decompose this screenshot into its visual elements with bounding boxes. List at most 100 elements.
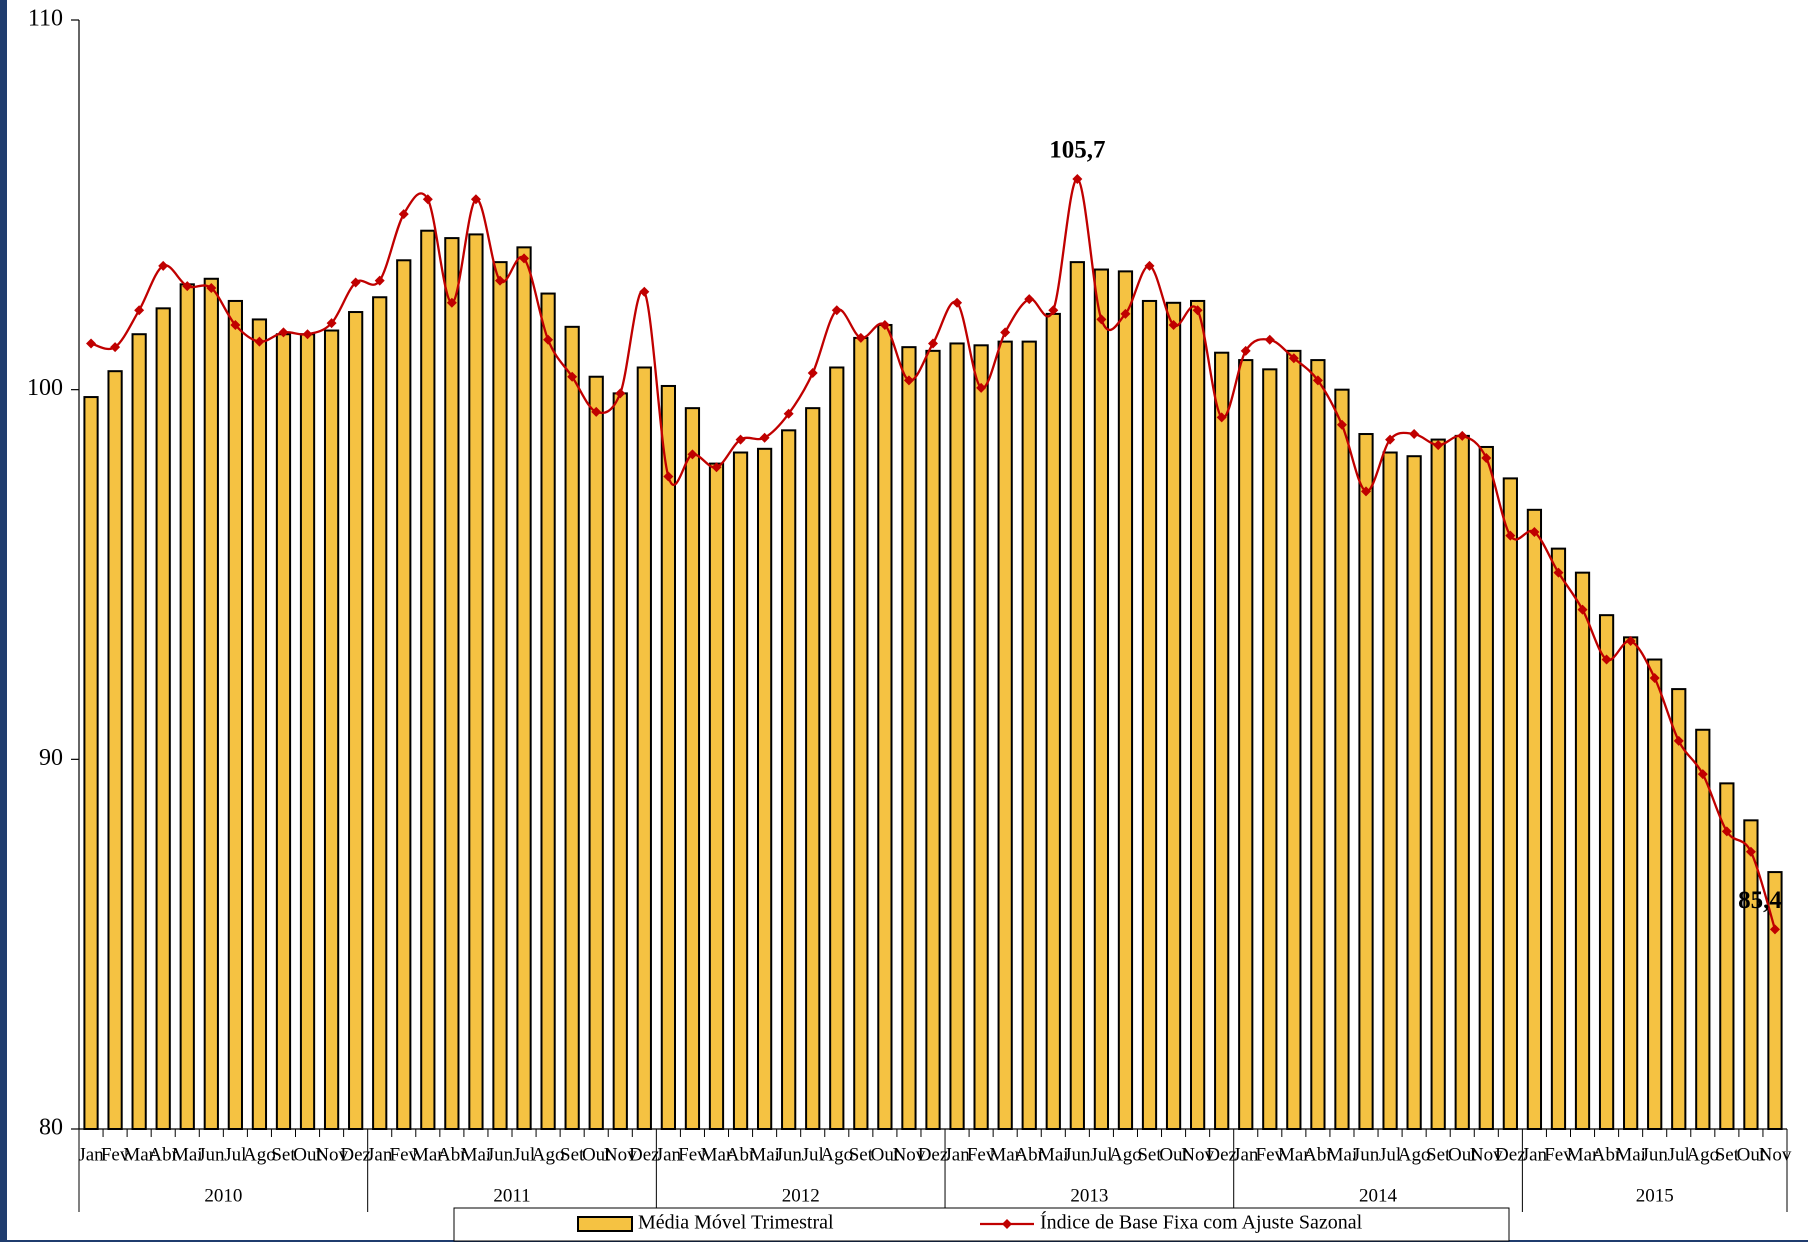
x-tick-label: Mai <box>1615 1144 1646 1165</box>
marker <box>903 375 914 386</box>
marker <box>1601 654 1612 665</box>
x-tick-label: Nov <box>315 1144 348 1165</box>
bar <box>1165 301 1182 1131</box>
bar <box>1695 728 1711 1130</box>
x-tick-label: Jan <box>656 1144 682 1165</box>
bar <box>1623 636 1639 1130</box>
x-tick-label: Dez <box>340 1144 371 1165</box>
x-tick-label: Mar <box>1278 1144 1310 1165</box>
marker <box>1721 826 1732 837</box>
bar <box>1478 445 1494 1130</box>
marker <box>1697 769 1708 780</box>
marker <box>591 406 602 417</box>
marker <box>639 286 650 297</box>
bar <box>1719 782 1735 1131</box>
bar <box>1214 351 1230 1130</box>
x-tick-label: Set <box>1426 1144 1451 1165</box>
x-tick-label: Ago <box>532 1144 565 1165</box>
marker <box>543 334 554 345</box>
marker <box>158 260 169 271</box>
bar <box>612 392 628 1130</box>
marker <box>1288 353 1299 364</box>
bar <box>1502 477 1518 1130</box>
marker <box>831 305 842 316</box>
marker <box>1048 305 1059 316</box>
bar <box>299 333 316 1130</box>
year-label: 2012 <box>782 1185 820 1206</box>
marker <box>1312 375 1323 386</box>
x-tick-label: Ago <box>1686 1144 1719 1165</box>
bar <box>1526 508 1543 1130</box>
bar <box>684 407 701 1130</box>
x-tick-label: Mai <box>1327 1144 1358 1165</box>
x-tick-label: Dez <box>1495 1144 1526 1165</box>
x-tick-label: Ago <box>820 1144 853 1165</box>
x-tick-label: Set <box>1137 1144 1162 1165</box>
value-label: 105,7 <box>1049 137 1105 164</box>
x-tick-label: Nov <box>604 1144 637 1165</box>
marker <box>519 253 530 264</box>
x-tick-label: Jun <box>487 1144 514 1165</box>
y-tick-label: 100 <box>27 375 63 401</box>
x-tick-label: Mar <box>123 1144 155 1165</box>
marker <box>1336 419 1347 430</box>
bar <box>877 323 893 1131</box>
x-tick-label: Abr <box>1592 1144 1622 1165</box>
marker <box>928 338 938 349</box>
bar <box>1598 614 1615 1130</box>
marker <box>1745 846 1756 857</box>
bar <box>1743 819 1759 1130</box>
bar <box>131 333 147 1130</box>
x-tick-label: Set <box>1715 1144 1740 1165</box>
x-tick-label: Mar <box>1567 1144 1599 1165</box>
x-tick-label: Fev <box>1544 1144 1573 1165</box>
bar <box>323 329 340 1130</box>
marker <box>1769 924 1780 935</box>
x-tick-label: Jan <box>1233 1144 1259 1165</box>
bar <box>997 340 1013 1130</box>
bar <box>1021 340 1037 1130</box>
marker <box>735 434 746 445</box>
x-tick-label: Jun <box>1353 1144 1380 1165</box>
legend-marker <box>1002 1219 1012 1229</box>
bar <box>853 336 869 1130</box>
x-tick-label: Jul <box>1090 1144 1112 1165</box>
year-label: 2013 <box>1070 1185 1108 1206</box>
bar <box>468 233 484 1130</box>
bar <box>781 429 797 1130</box>
marker <box>567 371 578 382</box>
value-label: 85,4 <box>1738 887 1782 914</box>
marker <box>398 209 409 220</box>
bar <box>348 311 364 1130</box>
bar <box>805 407 821 1130</box>
marker <box>855 332 866 343</box>
marker <box>1240 345 1251 356</box>
bar <box>925 349 941 1130</box>
x-tick-label: Jul <box>513 1144 535 1165</box>
marker <box>302 329 313 340</box>
x-tick-label: Abr <box>148 1144 178 1165</box>
marker <box>446 297 457 308</box>
marker <box>350 277 361 288</box>
marker <box>1361 486 1372 497</box>
x-tick-label: Abr <box>1303 1144 1333 1165</box>
x-tick-label: Jul <box>224 1144 246 1165</box>
legend-label: Índice de Base Fixa com Ajuste Sazonal <box>1040 1211 1363 1234</box>
x-tick-label: Mar <box>989 1144 1021 1165</box>
bar <box>1334 388 1350 1130</box>
marker <box>952 297 963 308</box>
bar <box>732 451 749 1130</box>
marker <box>663 471 674 482</box>
x-tick-label: Abr <box>437 1144 467 1165</box>
x-tick-label: Set <box>849 1144 874 1165</box>
marker <box>1024 294 1035 305</box>
marker <box>134 305 145 316</box>
bar <box>1430 438 1446 1130</box>
x-tick-label: Mai <box>172 1144 203 1165</box>
bar <box>1262 368 1278 1130</box>
bar <box>1286 349 1302 1130</box>
marker <box>1409 429 1420 440</box>
x-tick-label: Nov <box>1181 1144 1214 1165</box>
bar <box>1406 455 1422 1130</box>
